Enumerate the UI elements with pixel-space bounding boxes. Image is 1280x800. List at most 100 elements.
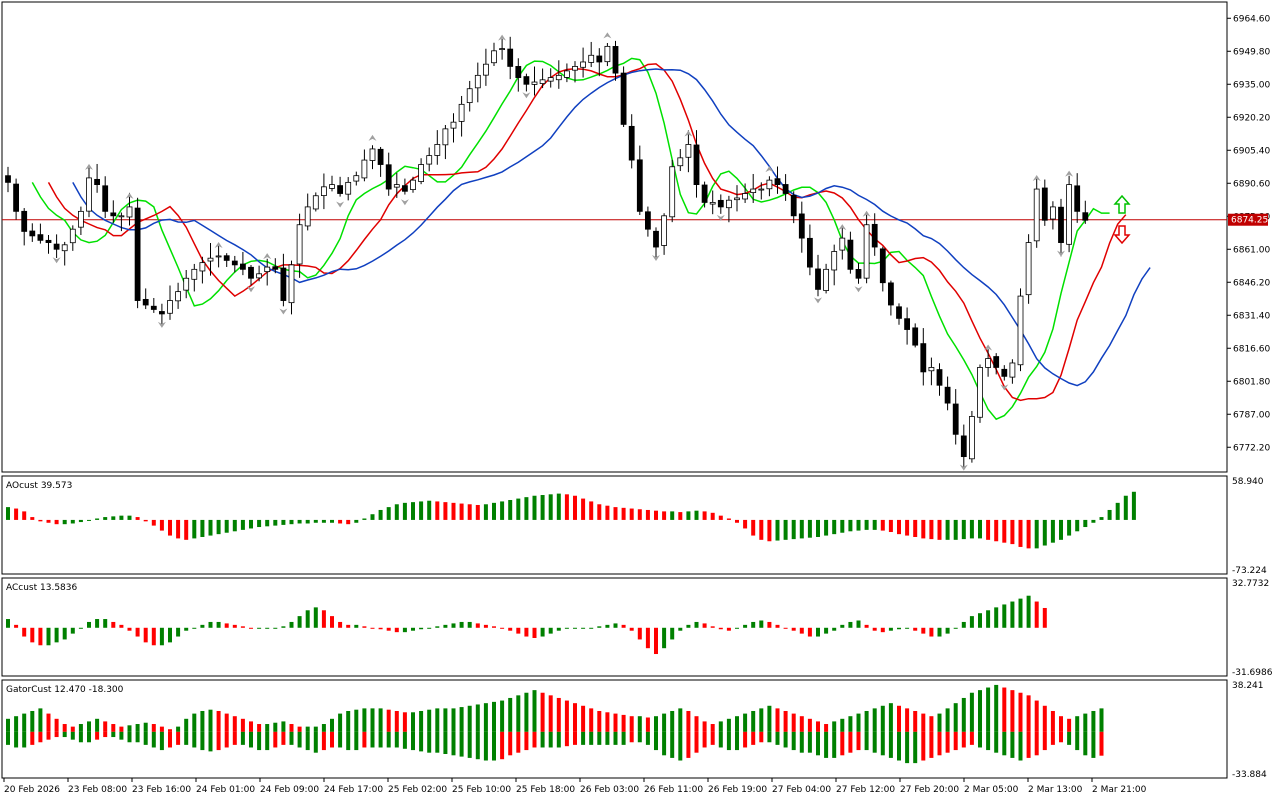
histogram-bar: [759, 519, 764, 540]
histogram-bar: [378, 509, 383, 520]
gator-lower-bar: [78, 731, 83, 743]
gator-lower-bar: [654, 731, 658, 751]
histogram-bar: [686, 624, 691, 628]
histogram-bar: [208, 519, 213, 536]
ac-indicator-panel[interactable]: ACcust 13.5836 32.7732 -31.6986: [1, 577, 1273, 678]
histogram-bar: [95, 619, 100, 628]
gator-lower-bar: [362, 731, 367, 748]
histogram-bar: [581, 498, 586, 520]
histogram-bar: [670, 511, 675, 520]
candle-body: [450, 121, 457, 129]
histogram-bar: [321, 610, 326, 628]
gator-upper-bar: [305, 726, 310, 732]
histogram-bar: [338, 621, 343, 628]
histogram-bar: [500, 501, 505, 520]
gator-upper-bar: [159, 726, 164, 732]
histogram-bar: [208, 621, 213, 628]
ao-panel-frame: [1, 475, 1228, 575]
fractal-up-icon: [368, 134, 377, 141]
histogram-bar: [273, 519, 278, 526]
candle-body: [653, 230, 659, 248]
gator-indicator-panel[interactable]: GatorCust 12.470 -18.300 38.241 -33.884: [1, 679, 1267, 780]
histogram-bar: [654, 510, 658, 520]
candle-body: [29, 230, 36, 237]
gator-lower-bar: [791, 731, 796, 751]
price-panel[interactable]: 6964.60 6949.80 6935.00 6920.20 6905.40 6890.…: [1, 1, 1270, 473]
histogram-bar: [305, 519, 310, 524]
candle-body: [45, 239, 52, 243]
histogram-bar: [872, 519, 877, 530]
histogram-bar: [38, 627, 43, 646]
gator-lower-bar: [759, 731, 764, 743]
price-tick-label: 6920.20: [1233, 113, 1270, 123]
histogram-bar: [953, 627, 958, 629]
histogram-bar: [751, 621, 756, 628]
candle-body: [207, 257, 214, 262]
histogram-bar: [573, 495, 577, 520]
gator-upper-bar: [978, 690, 982, 732]
histogram-bar: [978, 519, 982, 539]
gator-upper-bar: [224, 713, 229, 732]
histogram-bar: [1091, 519, 1096, 523]
price-tick-label: 6890.60: [1233, 179, 1270, 189]
histogram-bar: [305, 610, 310, 628]
histogram-bar: [492, 502, 496, 520]
histogram-bar: [192, 519, 197, 539]
candle-body: [280, 267, 287, 301]
fractal-up-icon: [862, 210, 871, 217]
fractal-up-icon: [85, 163, 93, 170]
histogram-bar: [783, 519, 788, 540]
candle-body: [337, 185, 344, 194]
ma-mid-line: [47, 63, 1127, 402]
gator-upper-bar: [1091, 710, 1096, 732]
gator-upper-bar: [832, 721, 837, 732]
histogram-bar: [313, 519, 318, 523]
gator-upper-bar: [816, 721, 820, 732]
histogram-bar: [524, 497, 529, 520]
candle-body: [377, 148, 384, 165]
histogram-bar: [451, 623, 456, 628]
gator-upper-bar: [475, 704, 480, 732]
fractal-up-icon: [214, 241, 223, 248]
candle-body: [920, 343, 927, 373]
histogram-bar: [475, 504, 480, 520]
ao-indicator-panel[interactable]: AOcust 39.573 58.940 -73.224: [1, 475, 1267, 576]
gator-lower-bar: [888, 731, 893, 758]
candle-body: [936, 369, 943, 386]
histogram-bar: [184, 627, 189, 631]
gator-upper-bar: [945, 708, 950, 732]
gator-lower-bar: [629, 731, 634, 743]
gator-upper-bar: [888, 703, 893, 732]
fractal-down-icon: [336, 201, 345, 208]
histogram-bar: [46, 627, 51, 646]
histogram-bar: [564, 494, 569, 520]
histogram-bar: [1083, 519, 1088, 528]
candle-body: [312, 195, 319, 210]
gator-upper-bar: [702, 721, 707, 732]
histogram-bar: [961, 621, 966, 628]
histogram-bar: [913, 627, 918, 631]
current-price-tag-bg: [1228, 213, 1268, 226]
gator-upper-bar: [443, 708, 448, 732]
candle-body: [645, 211, 651, 230]
histogram-bar: [62, 627, 67, 640]
gator-lower-bar: [411, 731, 415, 751]
gator-lower-bar: [556, 731, 561, 748]
gator-upper-bar: [54, 718, 59, 732]
gator-upper-bar: [897, 705, 901, 732]
ac-histogram: [6, 595, 1047, 655]
gator-upper-bar: [670, 710, 675, 732]
candle-body: [523, 76, 530, 85]
histogram-bar: [273, 627, 278, 629]
candle-body: [102, 185, 109, 212]
gator-lower-bar: [670, 731, 675, 758]
gator-lower-bar: [1042, 731, 1047, 751]
candle-body: [636, 159, 643, 212]
histogram-bar: [1018, 519, 1023, 547]
histogram-bar: [103, 619, 108, 628]
histogram-bar: [443, 624, 448, 628]
gator-upper-bar: [240, 718, 245, 732]
gator-lower-bar: [87, 731, 91, 743]
time-tick-label: 27 Feb 04:00: [772, 785, 831, 795]
